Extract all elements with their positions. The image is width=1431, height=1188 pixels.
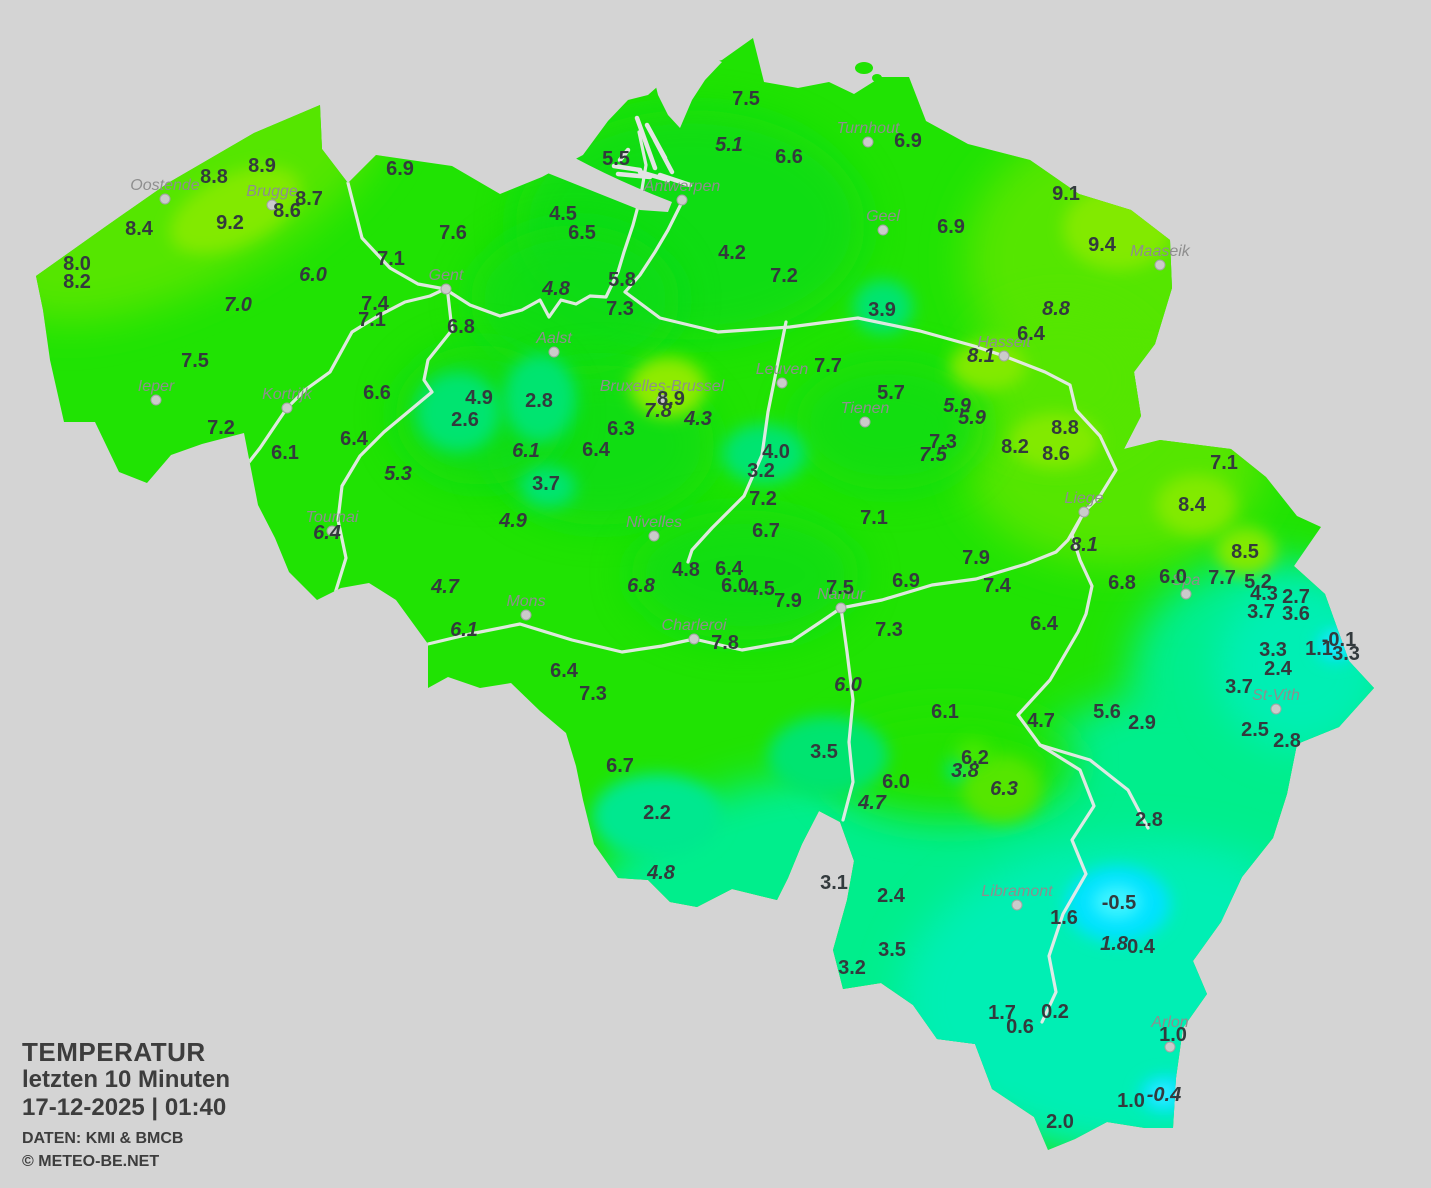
scheldt-water (540, 48, 722, 212)
map-subtitle: letzten 10 Minuten (22, 1066, 231, 1094)
antwerp-port-docks (611, 115, 693, 188)
map-title: TEMPERATUR (22, 1037, 206, 1067)
title-block: TEMPERATUR letzten 10 Minuten 17-12-2025… (22, 1038, 230, 1173)
province-borders (223, 130, 1150, 1024)
baarle-enclaves (855, 62, 882, 82)
map-datetime: 17-12-2025 | 01:40 (22, 1093, 227, 1121)
data-source: DATEN: KMI & BMCB (22, 1130, 184, 1148)
copyright: © METEO-BE.NET (22, 1152, 160, 1170)
